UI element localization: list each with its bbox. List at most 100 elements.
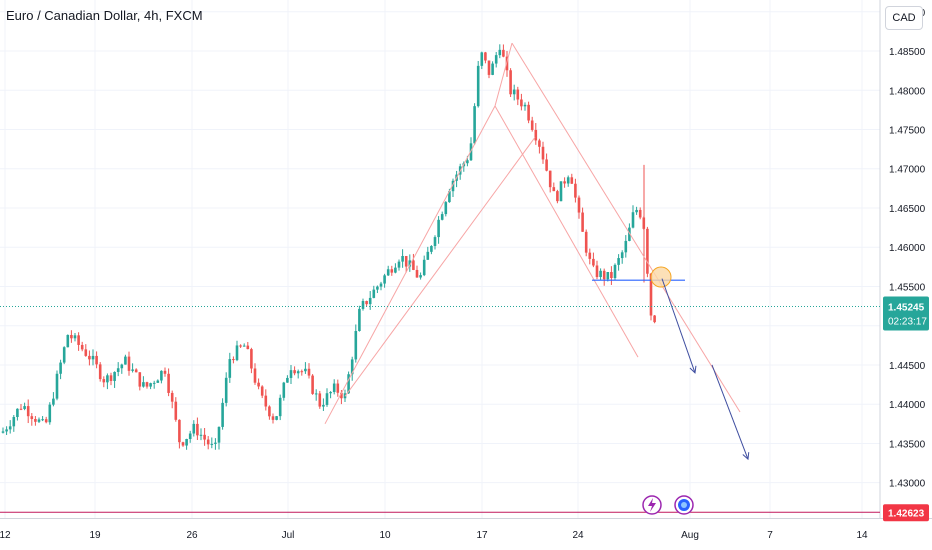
y-tick-label: 1.43500 <box>889 439 926 450</box>
candle-body <box>372 289 376 298</box>
candle-body <box>246 345 250 350</box>
candle-body <box>545 159 548 171</box>
candle-body <box>494 55 498 64</box>
candle-body <box>170 392 174 402</box>
candle-body <box>91 355 95 360</box>
candle-body <box>401 255 404 262</box>
candle-body <box>37 419 41 422</box>
candle-body <box>538 140 541 147</box>
candle-body <box>451 180 455 192</box>
candle-body <box>581 212 584 232</box>
candle-body <box>408 260 412 267</box>
countdown-text: 02:23:17 <box>888 316 927 327</box>
arrow-head <box>742 452 750 461</box>
candle-body <box>620 252 624 259</box>
candle-body <box>88 355 91 360</box>
candle-body <box>257 382 260 387</box>
candle-body <box>322 404 325 407</box>
candle-body <box>260 386 264 396</box>
candle-body <box>599 270 602 278</box>
y-tick-label: 1.44000 <box>889 400 926 411</box>
candle-body <box>235 345 239 361</box>
candle-body <box>314 393 318 395</box>
y-tick-label: 1.44500 <box>889 361 926 372</box>
x-tick-label: 14 <box>856 530 868 541</box>
candle-body <box>433 237 437 247</box>
candle-body <box>264 395 268 407</box>
candle-body <box>84 349 88 356</box>
candle-body <box>476 65 480 107</box>
candle-body <box>34 418 37 422</box>
candle-body <box>530 120 534 130</box>
candle-body <box>289 370 293 378</box>
candle-body <box>502 49 505 57</box>
candle-body <box>163 370 167 374</box>
candle-body <box>8 426 12 430</box>
candle-body <box>556 191 559 202</box>
candle-body <box>548 170 552 188</box>
y-tick-label: 1.43000 <box>889 479 926 490</box>
candle-body <box>552 187 556 192</box>
y-tick-label: 1.48000 <box>889 86 926 97</box>
candle-body <box>127 356 131 371</box>
candle-body <box>282 382 286 398</box>
candle-body <box>480 52 484 66</box>
candle-body <box>426 251 430 260</box>
candle-body <box>131 369 134 371</box>
candle-body <box>77 335 80 345</box>
candle-body <box>19 408 23 410</box>
candle-body <box>430 246 433 252</box>
candle-body <box>376 286 379 290</box>
candle-body <box>563 181 566 184</box>
last-price-badge <box>883 296 929 331</box>
candle-body <box>293 370 296 374</box>
candle-body <box>70 335 73 339</box>
candle-body <box>394 267 397 273</box>
low-price-text: 1.42623 <box>888 508 925 519</box>
candle-body <box>224 377 228 403</box>
candle-body <box>325 393 329 405</box>
candle-body <box>577 197 581 213</box>
projection-arrow <box>661 278 696 373</box>
candle-body <box>228 359 232 378</box>
currency-button[interactable]: CAD <box>885 6 923 30</box>
x-tick-label: 12 <box>0 530 11 541</box>
candle-body <box>55 373 59 399</box>
candle-body <box>278 397 282 417</box>
candle-body <box>296 371 300 374</box>
candle-body <box>649 273 653 316</box>
lightning-glyph <box>648 498 656 512</box>
candle-body <box>134 369 138 373</box>
candle-body <box>422 259 426 276</box>
candle-body <box>188 433 192 439</box>
candle-body <box>62 347 66 363</box>
candle-body <box>646 228 649 274</box>
candle-body <box>185 438 188 446</box>
candle-body <box>1 431 5 433</box>
candle-body <box>286 377 289 383</box>
candle-body <box>415 269 419 278</box>
trend-line <box>344 137 536 397</box>
candle-body <box>318 393 322 407</box>
y-tick-label: 1.46000 <box>889 243 926 254</box>
candle-body <box>386 269 390 276</box>
candle-body <box>653 315 656 323</box>
candle-body <box>242 345 246 347</box>
candle-body <box>48 404 52 423</box>
candle-body <box>30 416 34 419</box>
x-tick-label: 10 <box>379 530 391 541</box>
candle-body <box>412 260 415 270</box>
trend-line <box>494 105 639 358</box>
candle-body <box>120 364 124 369</box>
candle-body <box>44 419 48 423</box>
y-tick-label: 1.47500 <box>889 126 926 137</box>
candle-body <box>592 258 595 266</box>
trend-line <box>494 43 513 107</box>
x-tick-label: Jul <box>282 530 295 541</box>
candle-body <box>210 443 214 445</box>
candle-body <box>534 129 538 141</box>
candle-body <box>566 177 570 184</box>
candle-body <box>419 275 422 278</box>
candle-body <box>106 375 109 383</box>
